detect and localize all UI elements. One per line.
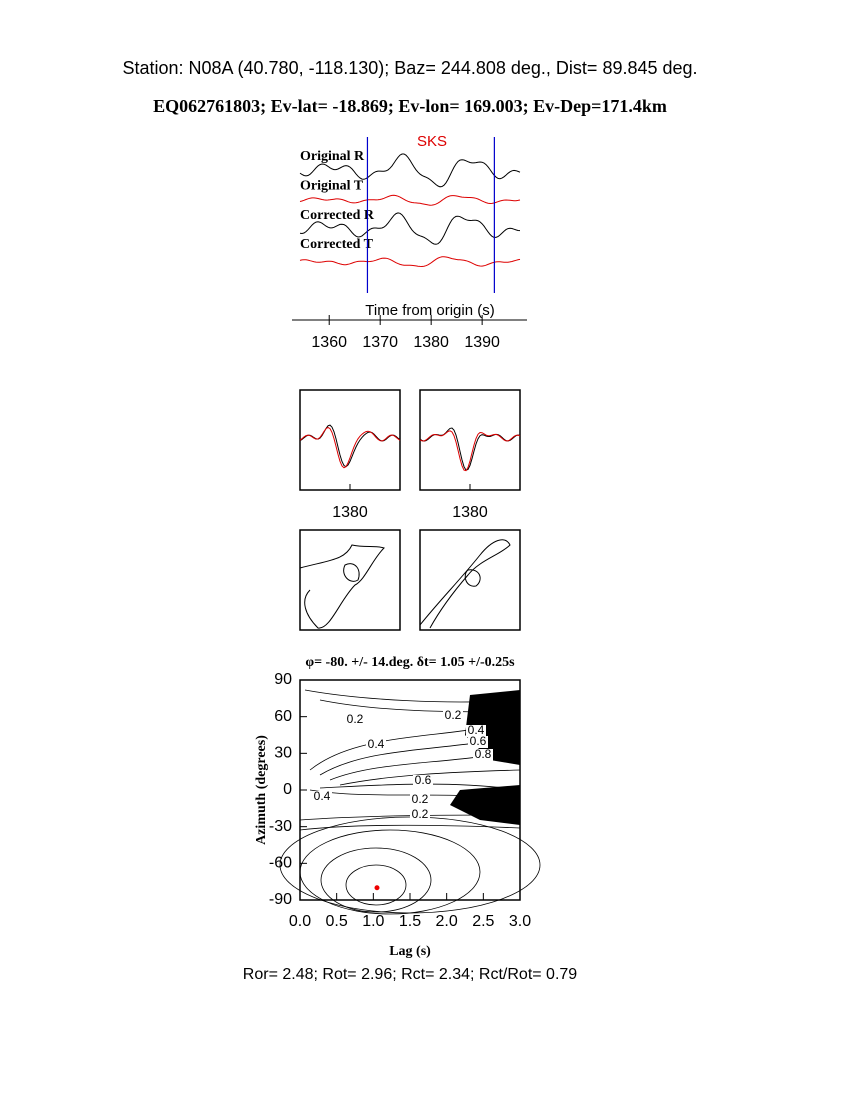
trace-label: Original R: [300, 149, 365, 164]
label-bg: [413, 775, 433, 787]
x-tick-label: 0.5: [326, 913, 348, 930]
x-tick-label: 1390: [464, 334, 500, 351]
label-bg: [468, 736, 488, 748]
contour-label: 0.8: [475, 747, 492, 761]
y-tick-label: -90: [269, 891, 292, 908]
x-tick-label: 1380: [413, 334, 449, 351]
trace-label: Corrected R: [300, 208, 375, 223]
y-axis-title: Azimuth (degrees): [254, 735, 269, 845]
label-bg: [410, 809, 430, 821]
y-tick-label: -60: [269, 855, 292, 872]
x-axis-title: Lag (s): [389, 944, 431, 959]
label-bg: [312, 791, 332, 803]
y-tick-label: 0: [283, 781, 292, 798]
contour-label: 0.4: [368, 737, 385, 751]
y-tick-label: 30: [274, 745, 292, 762]
x-tick-label: 1370: [362, 334, 398, 351]
waveform: [419, 430, 521, 472]
trace-label: Corrected T: [300, 237, 374, 252]
event-line: EQ062761803; Ev-lat= -18.869; Ev-lon= 16…: [153, 96, 667, 116]
waveform: [299, 424, 401, 468]
waveform: [299, 212, 521, 245]
waveform: [299, 426, 401, 469]
label-bg: [466, 725, 486, 737]
contour-label: 0.6: [470, 734, 487, 748]
footer: Ror= 2.48; Rot= 2.96; Rct= 2.34; Rct/Rot…: [243, 966, 578, 983]
phase-label: SKS: [417, 133, 447, 150]
label-bg: [366, 739, 386, 751]
particle-motion: [299, 539, 511, 629]
contour-frame: [299, 679, 521, 901]
label-bg: [473, 749, 493, 761]
waveform: [299, 153, 521, 188]
waveform: [299, 194, 521, 206]
x-tick-label: 1380: [332, 504, 368, 521]
y-tick-label: -30: [269, 818, 292, 835]
x-tick-label: 1.0: [362, 913, 384, 930]
y-tick-label: 60: [274, 708, 292, 725]
contour-label: 0.4: [468, 723, 485, 737]
y-tick-label: 90: [274, 671, 292, 688]
waveform: [299, 256, 521, 268]
x-tick-label: 1.5: [399, 913, 421, 930]
trace-label: Original T: [300, 179, 364, 194]
x-tick-label: 1360: [311, 334, 347, 351]
contour-label: 0.2: [412, 792, 429, 806]
contour-label: 0.6: [415, 773, 432, 787]
contour-title: φ= -80. +/- 14.deg. δt= 1.05 +/-0.25s: [305, 655, 515, 670]
label-bg: [345, 714, 365, 726]
contour-label: 0.4: [314, 789, 331, 803]
x-tick-label: 0.0: [289, 913, 311, 930]
contour-label: 0.2: [347, 712, 364, 726]
label-bg: [410, 794, 430, 806]
x-tick-label: 3.0: [509, 913, 531, 930]
contours: [279, 689, 541, 915]
label-bg: [443, 710, 463, 722]
x-tick-label: 1380: [452, 504, 488, 521]
time-axis-label: Time from origin (s): [365, 302, 494, 319]
best-fit: [374, 885, 380, 891]
contour-label: 0.2: [445, 708, 462, 722]
x-tick-label: 2.0: [436, 913, 458, 930]
x-tick-label: 2.5: [472, 913, 494, 930]
contour-label: 0.2: [412, 807, 429, 821]
station-line: Station: N08A (40.780, -118.130); Baz= 2…: [122, 58, 697, 78]
